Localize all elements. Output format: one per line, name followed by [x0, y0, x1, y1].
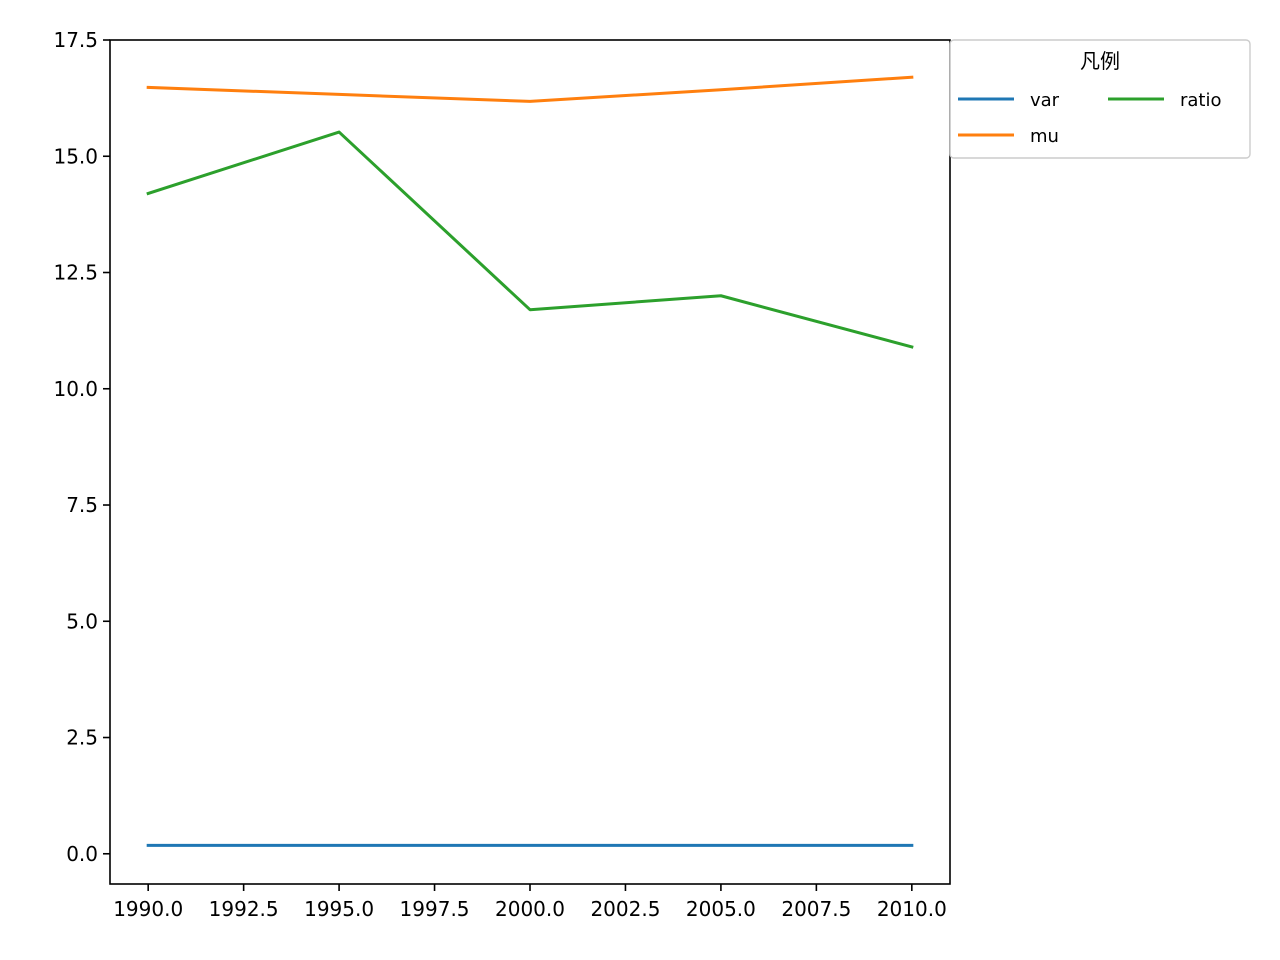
- y-tick-label: 2.5: [66, 726, 98, 750]
- x-tick-label: 1995.0: [304, 897, 374, 921]
- y-tick-label: 15.0: [53, 144, 98, 168]
- y-tick-label: 12.5: [53, 261, 98, 285]
- x-tick-label: 1992.5: [209, 897, 279, 921]
- y-tick-label: 10.0: [53, 377, 98, 401]
- legend-label-mu: mu: [1030, 126, 1059, 147]
- plot-area: [110, 40, 950, 884]
- legend-label-ratio: ratio: [1180, 90, 1222, 111]
- series-line-ratio: [146, 130, 914, 349]
- y-tick-label: 0.0: [66, 842, 98, 866]
- x-tick-label: 1997.5: [400, 897, 470, 921]
- series-lines: [146, 75, 914, 847]
- legend-box: [949, 39, 1251, 159]
- x-tick-label: 2002.5: [590, 897, 660, 921]
- legend-title: 凡例: [1080, 49, 1120, 73]
- x-tick-label: 2010.0: [877, 897, 947, 921]
- legend-label-var: var: [1030, 90, 1060, 111]
- axes: 1990.0 1992.5 1995.0 1997.5 2000.0 2002.5 2005…: [53, 28, 951, 921]
- y-tick-label: 7.5: [66, 493, 98, 517]
- plot-background: [110, 40, 950, 884]
- x-tick-label: 2007.5: [781, 897, 851, 921]
- x-tick-label: 2005.0: [686, 897, 756, 921]
- x-tick-label: 2000.0: [495, 897, 565, 921]
- y-tick-label: 5.0: [66, 609, 98, 633]
- legend: 凡例 var mu ratio: [949, 39, 1251, 159]
- y-tick-label: 17.5: [53, 28, 98, 52]
- x-tick-label: 1990.0: [113, 897, 183, 921]
- series-line-mu: [146, 75, 914, 103]
